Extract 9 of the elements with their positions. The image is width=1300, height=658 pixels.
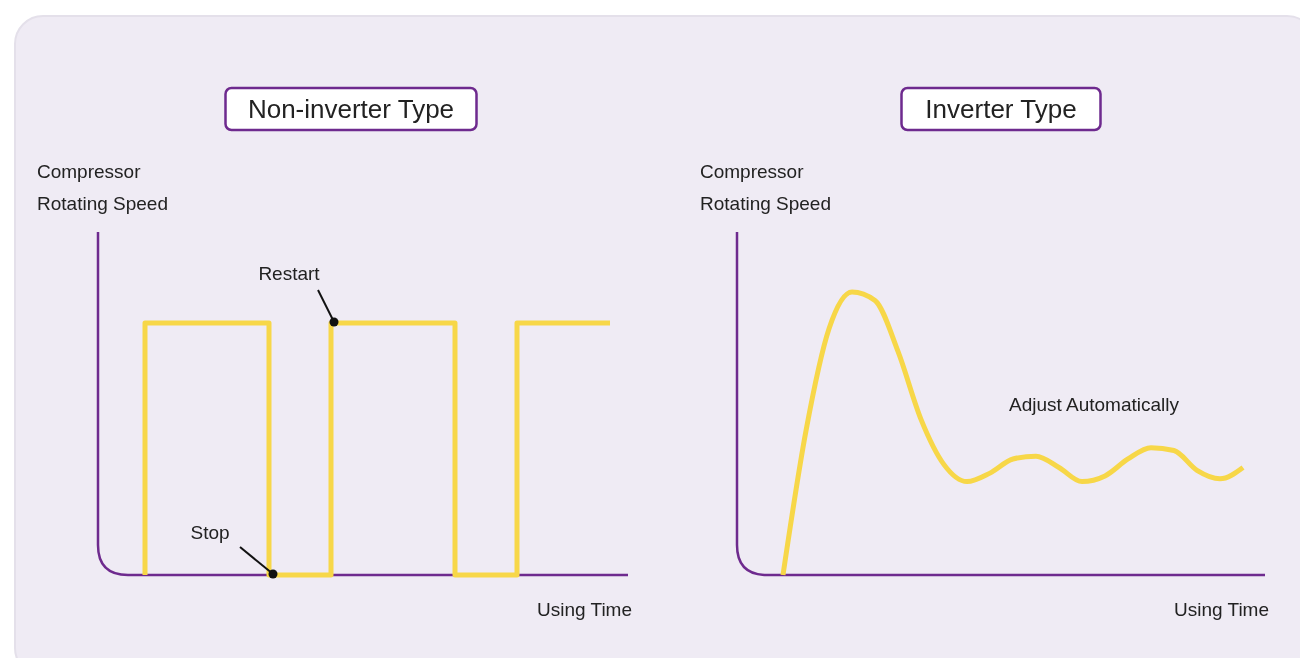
x-axis-title: Using Time bbox=[1173, 599, 1269, 620]
chart-title: Non-inverter Type bbox=[247, 94, 455, 124]
chart-title: Inverter Type bbox=[925, 94, 1077, 124]
annotation: Stop bbox=[190, 522, 230, 543]
y-axis-title: Compressor Rotating Speed bbox=[37, 161, 168, 214]
annotation: Adjust Automatically bbox=[1008, 394, 1180, 415]
text: Restart bbox=[258, 263, 321, 284]
y-axis-title: Compressor Rotating Speed bbox=[700, 161, 831, 214]
x-axis-title: Using Time bbox=[536, 599, 632, 620]
